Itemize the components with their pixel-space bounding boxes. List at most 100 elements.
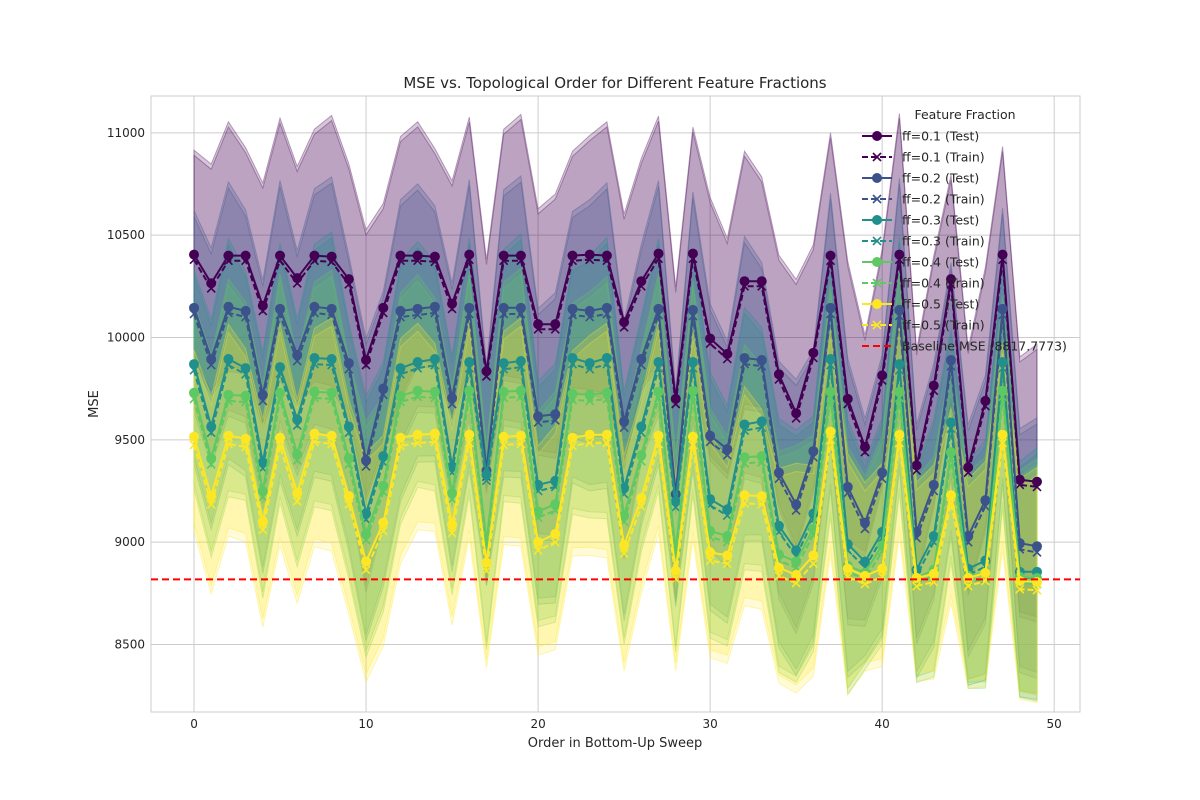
point-test-ff-0.5 bbox=[963, 572, 974, 583]
point-test-ff-0.3 bbox=[945, 417, 956, 428]
point-train-ff-0.5 bbox=[963, 581, 973, 591]
legend-entry-test-ff-0.4: ff=0.4 (Test) bbox=[862, 255, 979, 270]
point-test-ff-0.2 bbox=[223, 301, 234, 312]
point-test-ff-0.3 bbox=[429, 353, 440, 364]
point-test-ff-0.5 bbox=[378, 517, 389, 528]
point-test-ff-0.5 bbox=[412, 429, 423, 440]
legend-label: ff=0.2 (Train) bbox=[902, 192, 985, 207]
legend-entry-train-ff-0.2: ff=0.2 (Train) bbox=[862, 192, 985, 207]
point-test-ff-0.1 bbox=[980, 395, 991, 406]
point-test-ff-0.4 bbox=[464, 385, 475, 396]
point-test-ff-0.2 bbox=[343, 358, 354, 369]
point-test-ff-0.5 bbox=[223, 430, 234, 441]
point-test-ff-0.3 bbox=[670, 496, 681, 507]
point-test-ff-0.1 bbox=[343, 274, 354, 285]
point-test-ff-0.4 bbox=[292, 449, 303, 460]
point-test-ff-0.1 bbox=[739, 276, 750, 287]
point-test-ff-0.2 bbox=[309, 301, 320, 312]
point-test-ff-0.5 bbox=[842, 563, 853, 574]
point-test-ff-0.5 bbox=[670, 565, 681, 576]
point-test-ff-0.1 bbox=[1031, 476, 1042, 487]
point-test-ff-0.2 bbox=[739, 352, 750, 363]
point-test-ff-0.5 bbox=[894, 429, 905, 440]
point-test-ff-0.5 bbox=[464, 429, 475, 440]
legend-label: ff=0.4 (Train) bbox=[902, 276, 985, 291]
point-test-ff-0.4 bbox=[309, 386, 320, 397]
point-test-ff-0.5 bbox=[498, 431, 509, 442]
legend-entry-train-ff-0.4: ff=0.4 (Train) bbox=[862, 276, 985, 291]
point-test-ff-0.1 bbox=[395, 250, 406, 261]
point-train-ff-0.5 bbox=[705, 555, 715, 566]
point-test-ff-0.5 bbox=[619, 540, 630, 551]
chart-title: MSE vs. Topological Order for Different … bbox=[403, 74, 826, 92]
point-test-ff-0.4 bbox=[687, 385, 698, 396]
point-test-ff-0.5 bbox=[911, 572, 922, 583]
point-test-ff-0.2 bbox=[825, 302, 836, 313]
point-test-ff-0.1 bbox=[877, 370, 888, 381]
point-test-ff-0.5 bbox=[206, 491, 217, 502]
x-tick-label: 40 bbox=[875, 717, 890, 731]
point-test-ff-0.4 bbox=[189, 387, 200, 398]
y-tick-label: 9000 bbox=[114, 535, 145, 549]
point-test-ff-0.1 bbox=[670, 393, 681, 404]
point-train-ff-0.5 bbox=[688, 440, 698, 450]
point-test-ff-0.3 bbox=[309, 352, 320, 363]
point-train-ff-0.5 bbox=[671, 574, 681, 584]
y-tick-label: 8500 bbox=[114, 637, 145, 651]
point-test-ff-0.4 bbox=[275, 387, 286, 398]
point-test-ff-0.2 bbox=[326, 303, 337, 314]
point-train-ff-0.5 bbox=[292, 496, 302, 506]
point-test-ff-0.1 bbox=[378, 302, 389, 313]
line-test-ff-0.2 bbox=[193, 305, 1038, 548]
point-test-ff-0.5 bbox=[877, 563, 888, 574]
point-test-ff-0.4 bbox=[619, 510, 630, 521]
line-test-ff-0.4 bbox=[193, 389, 1038, 580]
point-test-ff-0.5 bbox=[515, 430, 526, 441]
legend-entry-train-ff-0.5: ff=0.5 (Train) bbox=[862, 318, 985, 333]
point-test-ff-0.1 bbox=[257, 300, 268, 311]
line-train-ff-0.5 bbox=[193, 439, 1038, 592]
point-test-ff-0.4 bbox=[240, 390, 251, 401]
point-test-ff-0.4 bbox=[584, 389, 595, 400]
point-test-ff-0.3 bbox=[223, 353, 234, 364]
y-tick-label: 10500 bbox=[107, 228, 145, 242]
point-train-ff-0.5 bbox=[499, 440, 509, 450]
point-test-ff-0.2 bbox=[705, 430, 716, 441]
point-test-ff-0.2 bbox=[550, 409, 561, 420]
point-test-ff-0.2 bbox=[1031, 541, 1042, 552]
point-test-ff-0.5 bbox=[395, 432, 406, 443]
point-test-ff-0.1 bbox=[808, 347, 819, 358]
point-test-ff-0.3 bbox=[584, 358, 595, 369]
point-test-ff-0.1 bbox=[945, 274, 956, 285]
point-test-ff-0.3 bbox=[619, 482, 630, 493]
point-train-ff-0.5 bbox=[860, 579, 870, 589]
point-test-ff-0.1 bbox=[275, 250, 286, 261]
point-test-ff-0.3 bbox=[481, 469, 492, 480]
legend-title: Feature Fraction bbox=[914, 107, 1015, 122]
point-test-ff-0.1 bbox=[464, 249, 475, 260]
point-test-ff-0.3 bbox=[515, 356, 526, 367]
point-test-ff-0.1 bbox=[636, 276, 647, 287]
point-test-ff-0.3 bbox=[292, 414, 303, 425]
point-test-ff-0.5 bbox=[980, 567, 991, 578]
point-test-ff-0.1 bbox=[791, 408, 802, 419]
point-test-ff-0.2 bbox=[567, 303, 578, 314]
point-test-ff-0.5 bbox=[808, 550, 819, 561]
point-test-ff-0.2 bbox=[963, 531, 974, 541]
point-test-ff-0.3 bbox=[361, 508, 372, 519]
point-test-ff-0.5 bbox=[705, 547, 716, 558]
point-test-ff-0.3 bbox=[189, 359, 200, 370]
band-ff-0.4 bbox=[193, 267, 1038, 696]
point-test-ff-0.3 bbox=[412, 357, 423, 368]
point-test-ff-0.5 bbox=[859, 570, 870, 581]
point-test-ff-0.1 bbox=[206, 278, 217, 289]
point-test-ff-0.3 bbox=[687, 357, 698, 368]
point-test-ff-0.3 bbox=[705, 494, 716, 505]
point-test-ff-0.3 bbox=[997, 357, 1008, 368]
point-test-ff-0.2 bbox=[447, 392, 458, 403]
point-test-ff-0.2 bbox=[980, 495, 991, 506]
legend-label: ff=0.1 (Train) bbox=[902, 150, 985, 165]
point-test-ff-0.3 bbox=[240, 363, 251, 374]
point-test-ff-0.2 bbox=[722, 444, 733, 455]
point-test-ff-0.1 bbox=[498, 250, 509, 261]
